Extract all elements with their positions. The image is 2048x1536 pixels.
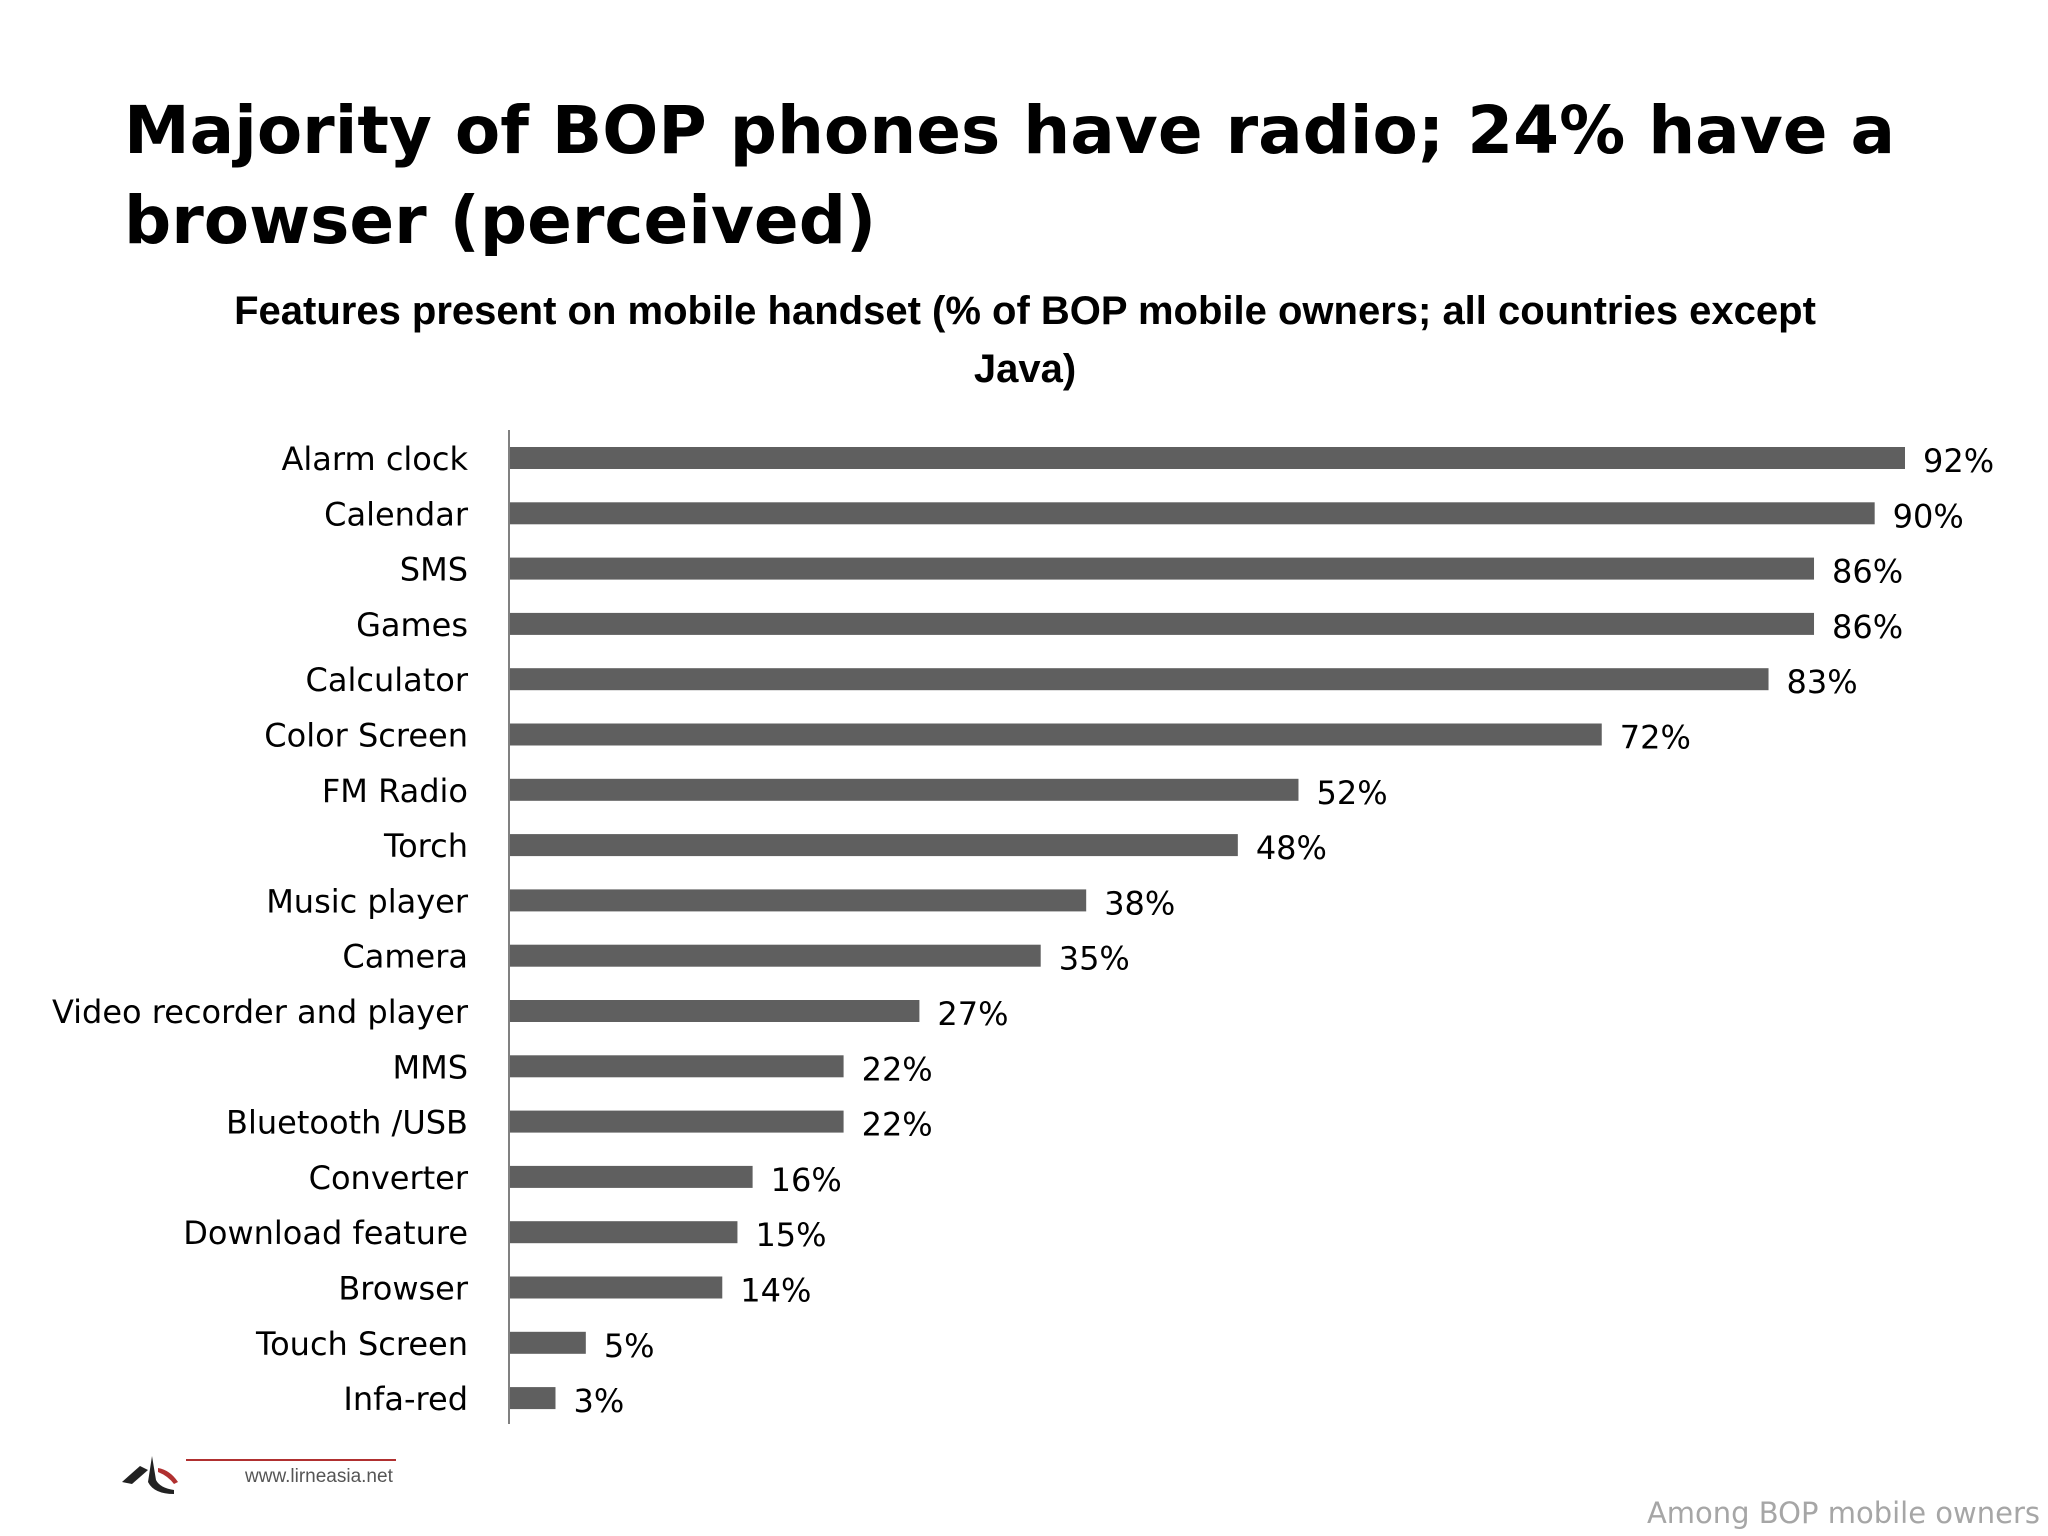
category-label: Calendar [324,495,469,533]
bar [510,668,1769,691]
bar [510,1387,556,1410]
category-label: FM Radio [322,772,468,810]
data-label: 86% [1832,608,1903,646]
data-label: 90% [1893,497,1964,535]
bar [510,1110,844,1133]
data-label: 92% [1923,442,1994,480]
bar [510,723,1602,746]
bar [510,834,1238,857]
data-label: 86% [1832,553,1903,591]
data-label: 35% [1059,940,1130,978]
footer-url: www.lirneasia.net [245,1466,393,1487]
bar [510,889,1087,912]
category-label: Video recorder and player [52,993,469,1031]
lirneasia-logo-icon [122,1456,396,1494]
data-label: 22% [862,1106,933,1144]
bar [510,1055,844,1078]
data-label: 83% [1787,663,1858,701]
category-label: Alarm clock [281,440,468,478]
data-label: 16% [771,1161,842,1199]
category-label: SMS [400,551,468,589]
bar [510,1276,723,1299]
data-label: 22% [862,1050,933,1088]
data-label: 38% [1104,884,1175,922]
category-label: Touch Screen [255,1325,468,1363]
category-label: Camera [342,938,468,976]
slide-title: Majority of BOP phones have radio; 24% h… [124,92,1896,256]
category-label: Bluetooth /USB [226,1104,468,1142]
bar [510,502,1875,525]
category-label: Music player [266,882,469,920]
bar [510,944,1041,967]
bar [510,778,1299,801]
data-label: 48% [1256,829,1327,867]
data-label: 72% [1620,719,1691,757]
bar [510,557,1815,580]
category-label: Browser [338,1270,469,1308]
category-label: Color Screen [264,717,468,755]
bar [510,1165,753,1188]
category-label: MMS [392,1048,468,1086]
category-label: Converter [309,1159,469,1197]
footnote: Among BOP mobile owners [1646,1496,2040,1530]
data-label: 14% [740,1272,811,1310]
category-label: Games [356,606,468,644]
data-label: 3% [573,1382,624,1420]
category-label: Calculator [306,661,469,699]
data-label: 15% [755,1216,826,1254]
category-label: Infa-red [343,1380,468,1418]
bar [510,1331,586,1354]
bar [510,1000,920,1022]
data-label: 5% [604,1327,655,1365]
category-label: Torch [383,827,468,865]
category-label: Download feature [183,1214,468,1252]
data-label: 27% [937,995,1008,1033]
bar [510,612,1815,635]
chart-title: Features present on mobile handset (% of… [234,289,1816,391]
data-label: 52% [1316,774,1387,812]
bar [510,447,1905,469]
bar [510,1221,738,1244]
